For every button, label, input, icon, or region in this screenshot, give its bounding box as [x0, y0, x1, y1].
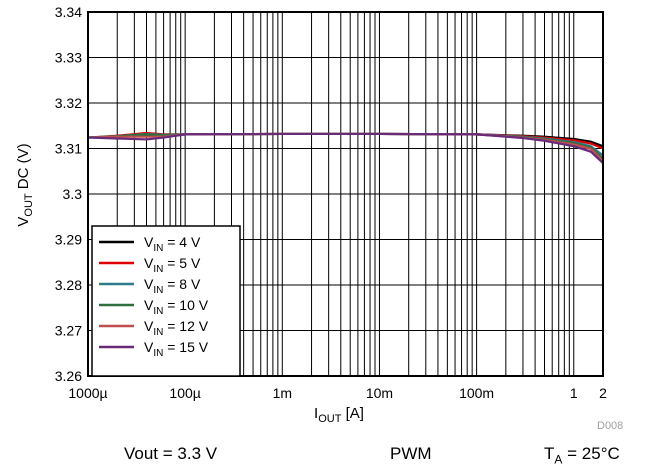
legend-label-value: = 4 V — [163, 234, 201, 250]
figure-id: D008 — [597, 420, 624, 432]
legend-box — [91, 225, 241, 377]
legend-label: VIN = 5 V — [144, 255, 201, 275]
legend-label: VIN = 8 V — [144, 276, 201, 296]
x-axis-label-rest: [A] — [341, 405, 364, 422]
x-tick-label: 10m — [366, 385, 393, 401]
y-axis-label-rest: DC (V) — [15, 143, 32, 193]
y-tick-label: 3.33 — [55, 50, 82, 66]
legend-label-value: = 12 V — [163, 318, 208, 334]
x-tick-label: 1 — [570, 385, 578, 401]
y-axis-label-sub: OUT — [23, 193, 35, 217]
footer-center: PWM — [390, 444, 432, 463]
footer-right-sub: A — [554, 452, 563, 467]
y-tick-labels: 3.26 3.27 3.28 3.29 3.3 3.31 3.32 3.33 3.34 — [55, 4, 82, 384]
x-tick-label: 2 — [599, 385, 607, 401]
legend-label-prefix: V — [144, 297, 154, 313]
legend-label-sub: IN — [153, 285, 163, 296]
legend-label-sub: IN — [153, 264, 163, 275]
footer-right: TA = 25°C — [544, 444, 620, 466]
y-tick-label: 3.29 — [55, 232, 82, 248]
legend-label-sub: IN — [153, 348, 163, 359]
x-axis-label-main: I — [314, 405, 318, 422]
y-tick-label: 3.34 — [55, 4, 82, 20]
y-axis-label: VOUT DC (V) — [15, 143, 35, 226]
y-tick-label: 3.28 — [55, 277, 82, 293]
legend-label: VIN = 10 V — [144, 297, 209, 317]
y-tick-label: 3.32 — [55, 95, 82, 111]
series-line — [87, 132, 604, 164]
legend-label-sub: IN — [153, 327, 163, 338]
y-tick-label: 3.26 — [55, 368, 82, 384]
y-tick-label: 3.27 — [55, 323, 82, 339]
footer-left: Vout = 3.3 V — [124, 444, 218, 463]
legend-label-value: = 5 V — [163, 255, 201, 271]
x-axis-label-sub: OUT — [318, 413, 342, 425]
footer-right-rest: = 25°C — [562, 444, 620, 463]
legend-label-prefix: V — [144, 339, 154, 355]
y-tick-label: 3.31 — [55, 141, 82, 157]
legend-label: VIN = 15 V — [144, 339, 209, 359]
legend-label-prefix: V — [144, 276, 154, 292]
x-tick-label: 1000µ — [68, 385, 107, 401]
legend-label-sub: IN — [153, 243, 163, 254]
y-tick-label: 3.3 — [63, 186, 83, 202]
legend-label-prefix: V — [144, 234, 154, 250]
plot-frame — [87, 11, 604, 377]
x-tick-label: 100m — [459, 385, 494, 401]
legend-label: VIN = 4 V — [144, 234, 201, 254]
legend-label-sub: IN — [153, 306, 163, 317]
x-tick-labels: 1000µ 100µ 1m 10m 100m 1 2 — [68, 385, 607, 401]
x-axis-label: IOUT [A] — [314, 405, 364, 425]
x-tick-label: 100µ — [169, 385, 200, 401]
legend-label: VIN = 12 V — [144, 318, 209, 338]
legend-label-value: = 8 V — [163, 276, 201, 292]
series-layer — [87, 131, 604, 164]
x-tick-label: 1m — [273, 385, 292, 401]
legend-label-value: = 15 V — [163, 339, 208, 355]
y-axis-label-main: V — [15, 217, 32, 227]
footer-right-main: T — [544, 444, 555, 463]
legend-label-prefix: V — [144, 318, 154, 334]
legend-label-value: = 10 V — [163, 297, 208, 313]
legend-label-prefix: V — [144, 255, 154, 271]
